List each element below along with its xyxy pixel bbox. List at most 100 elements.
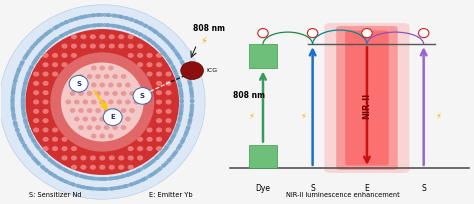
Ellipse shape: [180, 100, 184, 103]
Ellipse shape: [104, 74, 109, 79]
Ellipse shape: [109, 155, 115, 161]
Ellipse shape: [95, 187, 99, 191]
Ellipse shape: [52, 174, 56, 177]
Ellipse shape: [28, 68, 32, 72]
Ellipse shape: [71, 182, 75, 186]
Ellipse shape: [52, 27, 56, 30]
Ellipse shape: [26, 72, 30, 76]
Ellipse shape: [121, 185, 125, 188]
Ellipse shape: [156, 137, 162, 142]
Ellipse shape: [82, 117, 88, 121]
Ellipse shape: [87, 74, 92, 79]
Ellipse shape: [27, 130, 31, 134]
Ellipse shape: [100, 177, 105, 181]
Ellipse shape: [96, 177, 100, 181]
Ellipse shape: [176, 124, 180, 128]
Ellipse shape: [173, 70, 177, 73]
Ellipse shape: [146, 137, 153, 142]
Ellipse shape: [26, 149, 30, 153]
Ellipse shape: [129, 29, 134, 32]
Ellipse shape: [24, 147, 28, 151]
Ellipse shape: [190, 95, 194, 99]
Ellipse shape: [91, 187, 96, 191]
Ellipse shape: [150, 160, 155, 164]
Ellipse shape: [74, 28, 78, 31]
Ellipse shape: [155, 45, 160, 48]
Ellipse shape: [362, 29, 372, 38]
Ellipse shape: [175, 75, 180, 79]
Ellipse shape: [151, 172, 155, 176]
Ellipse shape: [156, 53, 162, 58]
Ellipse shape: [15, 129, 19, 132]
Ellipse shape: [176, 78, 181, 82]
Ellipse shape: [21, 95, 25, 99]
Ellipse shape: [42, 48, 46, 52]
Ellipse shape: [156, 118, 162, 123]
Ellipse shape: [12, 86, 16, 89]
Ellipse shape: [131, 171, 136, 175]
Ellipse shape: [118, 34, 124, 39]
Text: E: E: [365, 184, 369, 193]
Ellipse shape: [70, 108, 75, 113]
Ellipse shape: [68, 30, 72, 33]
Ellipse shape: [107, 13, 111, 17]
Ellipse shape: [180, 96, 184, 99]
Ellipse shape: [177, 119, 182, 123]
Ellipse shape: [61, 167, 65, 171]
Ellipse shape: [174, 128, 179, 131]
Ellipse shape: [23, 118, 27, 122]
Ellipse shape: [21, 92, 26, 95]
Ellipse shape: [160, 50, 164, 53]
Ellipse shape: [156, 128, 162, 132]
Ellipse shape: [37, 147, 41, 151]
Ellipse shape: [106, 13, 110, 17]
Ellipse shape: [82, 15, 87, 18]
Ellipse shape: [66, 100, 71, 104]
Ellipse shape: [39, 51, 43, 55]
Ellipse shape: [13, 80, 17, 83]
Ellipse shape: [24, 55, 27, 59]
Ellipse shape: [190, 106, 194, 109]
Ellipse shape: [135, 20, 139, 23]
Ellipse shape: [62, 53, 68, 58]
Ellipse shape: [137, 62, 143, 67]
Ellipse shape: [23, 144, 27, 148]
Text: ICG: ICG: [206, 68, 218, 73]
Ellipse shape: [25, 76, 29, 80]
Ellipse shape: [180, 60, 184, 63]
Ellipse shape: [148, 162, 153, 165]
Ellipse shape: [86, 24, 90, 28]
Ellipse shape: [121, 125, 126, 130]
Ellipse shape: [108, 100, 113, 104]
Ellipse shape: [170, 45, 174, 49]
Ellipse shape: [84, 175, 88, 179]
Ellipse shape: [185, 72, 189, 75]
Ellipse shape: [11, 88, 16, 92]
Ellipse shape: [74, 117, 79, 121]
Ellipse shape: [133, 181, 137, 185]
Ellipse shape: [47, 30, 51, 34]
Ellipse shape: [178, 116, 182, 119]
Text: S: S: [310, 184, 315, 193]
Ellipse shape: [22, 88, 26, 91]
Ellipse shape: [99, 155, 105, 161]
Ellipse shape: [72, 172, 76, 176]
Ellipse shape: [188, 119, 192, 123]
Ellipse shape: [185, 130, 189, 133]
Ellipse shape: [71, 146, 77, 151]
Ellipse shape: [165, 90, 172, 95]
Ellipse shape: [55, 37, 59, 41]
Ellipse shape: [186, 127, 190, 131]
Ellipse shape: [100, 117, 105, 121]
Ellipse shape: [52, 161, 56, 165]
Ellipse shape: [108, 117, 113, 121]
Ellipse shape: [125, 100, 130, 104]
Ellipse shape: [155, 156, 159, 160]
Ellipse shape: [13, 121, 17, 124]
Ellipse shape: [140, 178, 145, 182]
Ellipse shape: [43, 137, 49, 142]
Ellipse shape: [54, 163, 58, 166]
Ellipse shape: [95, 108, 100, 113]
Ellipse shape: [11, 112, 16, 116]
Ellipse shape: [180, 103, 184, 107]
